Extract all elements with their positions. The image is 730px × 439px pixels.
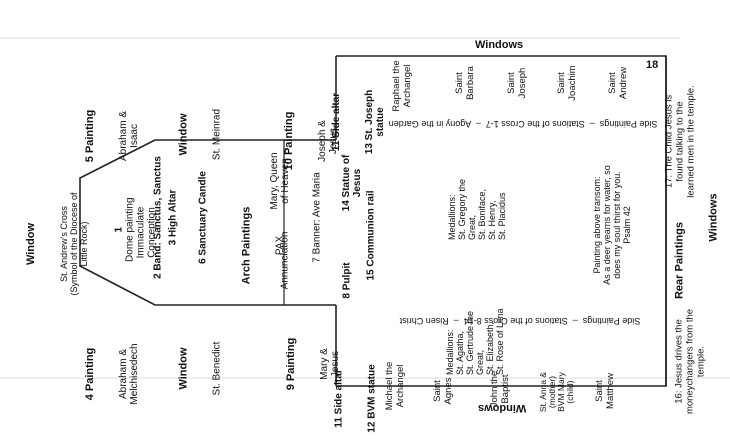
window-benedict-text: St. Benedict (211, 341, 223, 396)
item-3-high-altar: 3 High Altar (167, 189, 179, 246)
annunciation: Annunciation (279, 231, 291, 290)
window-meinrad-text: St. Meinrad (211, 108, 223, 161)
windows-right-label: Windows (707, 193, 720, 242)
item-6-sanctuary-candle: 6 Sanctuary Candle (197, 171, 209, 264)
window-left-4: St. Anna & (mother) BVM Mary (child) (538, 371, 575, 413)
item-12-bvm-statue: 12 BVM statue (366, 364, 378, 433)
painting-4: 4 Painting Abraham & Melchisedech (63, 329, 151, 419)
medallions-right: Medallions: St. Gregory the Great, St. B… (447, 178, 507, 240)
window-right-3: Saint Joseph (506, 67, 528, 99)
window-right-2: Saint Barbara (454, 66, 476, 100)
window-st-benedict: Window St. Benedict (157, 334, 234, 404)
item-14-statue-of-jesus: 14 Statue of Jesus (341, 154, 363, 212)
painting-5-num: 5 Painting (84, 109, 96, 163)
window-andrews-cross: Window St. Andrew's Cross (Symbol of the… (4, 184, 100, 304)
painting-10-num: 10 Painting (283, 111, 295, 171)
item-17: 17: The Child Jesus is found talking to … (663, 85, 697, 198)
item-16: 16: Jesus drives the moneychangers from … (673, 308, 707, 415)
item-18: 18 (646, 59, 659, 71)
window-left-2: Saint Agnes (432, 377, 454, 405)
rear-paintings: Rear Paintings (673, 221, 686, 300)
item-11a: 11 Side altar (333, 369, 345, 428)
window-benedict-title: Window (177, 347, 190, 390)
window-right-4: Saint Joachim (556, 65, 578, 101)
window-right-1: Raphael the Archangel (391, 60, 413, 112)
window-left-3: John the Baptist (489, 370, 511, 408)
painting-4-num: 4 Painting (84, 347, 96, 401)
item-1-dome-painting: 1 Dome painting Immaculate Conception (103, 153, 158, 313)
item-11-side-altar-left: 11 Side altar 12 BVM statue (312, 359, 389, 439)
transom-painting: Painting above transom: As a deer yearns… (592, 165, 632, 285)
window-left-1: Michael the Archangel (384, 361, 406, 411)
window-andrews-title: Window (25, 222, 37, 266)
windows-top-label: Windows (475, 39, 524, 51)
item-1-num: 1 (113, 226, 125, 233)
stations-left: Side Paintings – Stations of the Cross 8… (399, 316, 641, 326)
item-8-pulpit: 8 Pulpit (341, 262, 353, 299)
window-right-5: Saint Andrew (607, 66, 629, 100)
window-andrews-text: St. Andrew's Cross (Symbol of the Dioces… (59, 192, 89, 296)
stations-right: Side Paintings – Stations of the Cross 1… (388, 119, 658, 129)
arch-title: Arch Paintings (240, 206, 253, 285)
item-11b: 11 Side altar (331, 92, 342, 152)
painting-4-text: Abraham & Melchisedech (118, 343, 140, 405)
painting-9-num: 9 Painting (285, 337, 297, 391)
window-left-5: Saint Matthew (594, 373, 616, 409)
item-2-band: 2 Band: Sanctus, Sanctus (152, 156, 164, 279)
item-15-communion-rail: 15 Communion rail (365, 190, 377, 281)
window-meinrad-title: Window (177, 113, 190, 156)
window-st-meinrad: Window St. Meinrad (157, 100, 234, 170)
